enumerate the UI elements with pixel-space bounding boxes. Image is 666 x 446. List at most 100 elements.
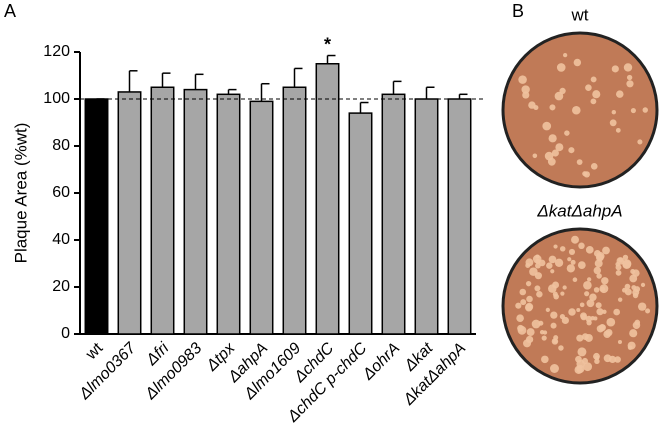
annotation: * xyxy=(324,34,331,54)
plaque xyxy=(593,266,601,275)
plaque xyxy=(623,63,633,72)
plaque xyxy=(614,356,621,363)
plaque xyxy=(618,257,624,263)
plaque xyxy=(549,364,559,373)
plaque xyxy=(563,53,568,58)
plates xyxy=(501,31,659,385)
plaque xyxy=(559,246,566,252)
plaque xyxy=(629,329,638,338)
plaque xyxy=(553,244,558,249)
x-tick-label: wt xyxy=(82,339,106,363)
plaque xyxy=(577,261,586,269)
plaque xyxy=(605,328,613,337)
plaque xyxy=(590,162,598,170)
plaque xyxy=(521,85,530,94)
bar xyxy=(282,86,307,335)
plaque xyxy=(564,130,570,136)
plaque xyxy=(594,259,603,268)
bar xyxy=(315,63,340,335)
panel-label: A xyxy=(4,1,16,21)
plaque xyxy=(520,299,527,306)
plaque xyxy=(617,340,623,345)
y-tick-label: 100 xyxy=(43,90,70,107)
bar xyxy=(447,98,472,335)
plaque xyxy=(546,262,553,269)
plaque xyxy=(532,153,538,159)
plaque xyxy=(534,272,542,280)
plaque xyxy=(630,107,636,114)
plaque xyxy=(615,127,621,133)
plaque xyxy=(535,258,541,265)
plaque xyxy=(616,90,624,98)
plaque xyxy=(626,80,634,88)
plaque xyxy=(590,98,597,105)
plaque xyxy=(593,352,600,360)
y-tick-label: 20 xyxy=(52,278,70,295)
plaque xyxy=(558,345,564,351)
plaque xyxy=(599,324,606,331)
y-tick-label: 0 xyxy=(61,325,70,342)
plaque xyxy=(550,311,558,319)
plaque xyxy=(572,277,578,283)
plaque xyxy=(608,355,617,364)
plate-label: wt xyxy=(571,5,589,24)
plaque xyxy=(551,149,559,157)
plaque xyxy=(585,315,593,323)
plaque xyxy=(585,246,594,254)
plaque xyxy=(519,288,527,296)
plaque xyxy=(556,63,566,72)
plaque xyxy=(624,283,631,290)
plaque xyxy=(568,308,576,316)
plaque xyxy=(626,74,633,81)
y-axis-label: Plaque Area (%wt) xyxy=(11,123,30,264)
plaque xyxy=(578,242,585,250)
bar xyxy=(150,86,175,335)
plaque xyxy=(593,287,600,293)
plaque xyxy=(640,282,646,288)
plaque xyxy=(523,339,532,348)
plaque xyxy=(630,269,636,274)
plaque xyxy=(595,302,602,309)
plaque xyxy=(534,285,541,292)
plaque xyxy=(526,328,535,337)
plaque xyxy=(539,329,545,335)
plaque xyxy=(567,257,572,262)
y-tick-label: 40 xyxy=(52,231,70,248)
plaque xyxy=(577,347,587,357)
plaque xyxy=(561,316,569,325)
plaque xyxy=(594,358,600,365)
plaque xyxy=(629,274,638,283)
bar xyxy=(348,112,373,335)
plate-label: ΔkatΔahpA xyxy=(536,201,622,220)
plaque xyxy=(596,252,605,261)
plaque xyxy=(554,91,564,101)
plaque xyxy=(525,258,534,267)
plaque xyxy=(586,299,595,308)
plaque xyxy=(560,291,565,296)
plaque xyxy=(622,260,632,269)
plaque xyxy=(550,322,557,329)
plaque xyxy=(637,302,647,311)
plaque xyxy=(609,119,617,127)
plaque xyxy=(572,105,581,115)
plaque xyxy=(580,312,587,320)
plaque xyxy=(624,288,632,296)
y-tick-label: 120 xyxy=(43,43,70,60)
y-tick-label: 60 xyxy=(52,184,70,201)
bar xyxy=(183,88,208,335)
plaque xyxy=(583,362,593,372)
plaque xyxy=(525,303,533,312)
plaque xyxy=(585,84,592,91)
plaque xyxy=(516,314,524,323)
plaque xyxy=(596,273,602,279)
plaque xyxy=(617,297,623,302)
plaque xyxy=(645,308,651,314)
plaque xyxy=(548,134,557,143)
plaque xyxy=(528,101,536,109)
plaque xyxy=(568,248,576,255)
plaque xyxy=(542,121,552,131)
plaque xyxy=(549,104,556,111)
plaque xyxy=(553,338,558,344)
plaque xyxy=(575,355,582,363)
plaque xyxy=(584,333,593,342)
